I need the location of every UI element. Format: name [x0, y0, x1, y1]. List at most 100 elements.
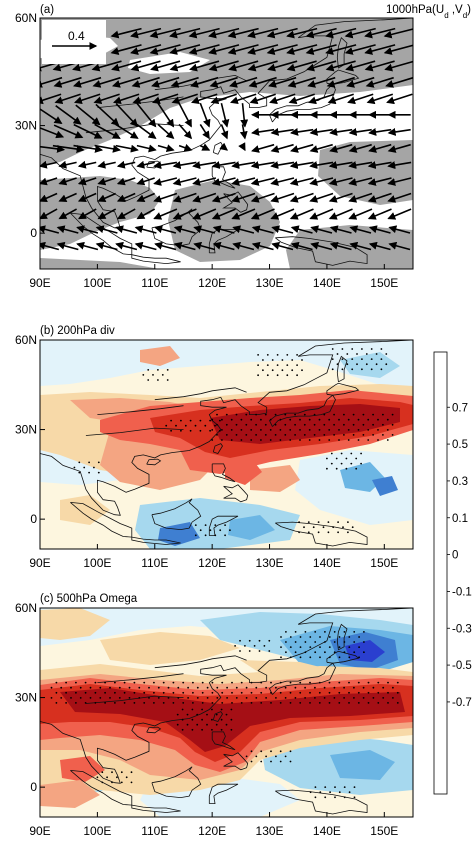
wind-vector — [344, 27, 376, 39]
colorbar-label: -0.5 — [452, 660, 472, 672]
wind-vector — [248, 76, 277, 88]
x-axis-ticks: 90E 100E 110E 120E 130E 140E 150E — [29, 264, 398, 290]
wind-vector — [192, 208, 217, 220]
panel-c: (c) 500hPa Omega 60N 30N 0 90E 100E 110E 120E… — [15, 593, 414, 838]
x-tick-label: 90E — [29, 276, 50, 290]
panel-b-label: (b) 200hPa div — [40, 325, 115, 337]
wind-vector — [208, 44, 240, 55]
wind-vector — [77, 208, 97, 220]
wind-vector — [290, 241, 313, 251]
wind-vector — [153, 208, 178, 220]
wind-vector — [250, 208, 275, 220]
wind-vector — [131, 76, 160, 88]
panel-a-title: 1000hPa(Ud ,Vd) — [386, 4, 471, 20]
wind-vector — [190, 93, 218, 105]
wind-vector — [239, 124, 248, 140]
wind-vector — [367, 192, 392, 203]
wind-vector — [271, 241, 294, 251]
wind-vector — [211, 192, 236, 203]
wind-vector — [270, 127, 294, 136]
wind-vector — [384, 60, 413, 72]
wind-vector — [116, 192, 136, 202]
wind-vector — [231, 208, 256, 220]
wind-vector — [169, 44, 201, 55]
wind-vector — [56, 225, 79, 234]
wind-vector — [199, 143, 211, 151]
wind-vector — [228, 60, 259, 72]
wind-vector — [227, 44, 259, 55]
wind-vector — [366, 93, 394, 105]
wind-vector — [347, 93, 374, 105]
wind-vector — [329, 241, 352, 251]
wind-vector — [251, 225, 274, 234]
wind-vector — [250, 192, 275, 203]
wind-vector — [290, 225, 313, 234]
x-tick-label: 140E — [313, 556, 341, 570]
wind-vector — [270, 192, 295, 203]
wind-vector — [93, 93, 120, 105]
panel-a-label: (a) — [40, 4, 54, 16]
wind-vector — [136, 160, 155, 169]
x-tick-label: 110E — [141, 824, 168, 838]
wind-vector — [192, 192, 217, 203]
wind-vector — [229, 76, 258, 88]
wind-vector — [368, 241, 391, 251]
wind-vector — [367, 208, 392, 220]
wind-vector — [229, 93, 257, 105]
wind-vector — [348, 192, 373, 203]
wind-vector — [136, 192, 156, 202]
wind-vector — [97, 177, 116, 186]
x-tick-label: 150E — [370, 556, 398, 570]
wind-vector — [157, 123, 175, 140]
wind-vector — [220, 103, 230, 128]
wind-vector — [305, 44, 337, 55]
wind-vector — [387, 127, 411, 136]
wind-vector — [286, 44, 318, 55]
x-tick-label: 110E — [141, 276, 168, 290]
wind-vector — [97, 160, 116, 169]
colorbar-label: -0.7 — [452, 697, 472, 709]
wind-vector — [150, 60, 181, 72]
wind-vector — [383, 28, 413, 39]
wind-vector — [326, 76, 355, 88]
wind-vector — [231, 192, 256, 203]
wind-vector — [40, 76, 63, 88]
y-tick-label: 0 — [30, 512, 37, 526]
wind-vector — [94, 144, 121, 153]
wind-vector — [227, 27, 259, 39]
colorbar-label: 0 — [452, 550, 458, 562]
wind-vector — [219, 142, 229, 151]
y-axis-ticks: 60N 30N 0 — [15, 11, 45, 240]
wind-vector — [251, 143, 275, 153]
x-tick-label: 150E — [370, 824, 398, 838]
wind-vector — [270, 143, 294, 153]
wind-vector — [136, 177, 155, 186]
wind-vector — [209, 76, 238, 88]
wind-vector — [115, 144, 139, 153]
wind-vector — [232, 225, 255, 234]
wind-vector — [212, 241, 235, 251]
wind-vector — [151, 76, 180, 88]
wind-vector — [386, 93, 413, 105]
wind-vector — [110, 27, 142, 39]
wind-vector — [325, 44, 357, 55]
wind-vector — [308, 93, 335, 105]
x-tick-label: 130E — [256, 556, 284, 570]
y-tick-label: 60N — [15, 333, 37, 347]
wind-vector — [306, 60, 337, 72]
wind-vector — [170, 76, 199, 88]
x-tick-label: 140E — [313, 824, 341, 838]
wind-vector — [266, 44, 298, 55]
wind-vector — [211, 208, 236, 220]
y-tick-label: 60N — [15, 11, 37, 25]
wind-vector — [208, 27, 240, 39]
wind-vector — [364, 60, 395, 72]
panel-b: (b) 200hPa div 60N 30N 0 90E 100E 110E 120E 13… — [15, 325, 414, 570]
wind-vector — [154, 225, 177, 234]
wind-vector — [110, 44, 142, 55]
wind-vector — [58, 192, 77, 202]
x-tick-label: 120E — [198, 556, 226, 570]
wind-vector — [328, 192, 353, 203]
wind-vector — [289, 208, 314, 220]
wind-vector — [329, 127, 353, 136]
